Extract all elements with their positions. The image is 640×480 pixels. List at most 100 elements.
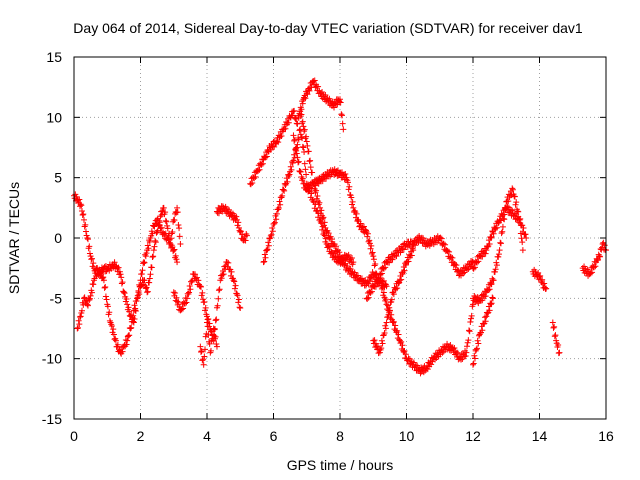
- data-point: [381, 330, 388, 337]
- data-point: [177, 241, 184, 248]
- data-point: [290, 132, 297, 139]
- data-point: [121, 290, 128, 297]
- data-point: [357, 220, 364, 227]
- data-point: [198, 283, 205, 290]
- data-point: [377, 277, 384, 284]
- data-point: [237, 304, 244, 311]
- data-point: [461, 269, 468, 276]
- data-point: [192, 271, 199, 278]
- data-point: [262, 154, 269, 161]
- data-point: [382, 297, 389, 304]
- data-point: [452, 261, 459, 268]
- data-point: [81, 294, 88, 301]
- data-point: [470, 361, 476, 368]
- data-point: [541, 280, 548, 287]
- data-point: [72, 191, 79, 198]
- data-point: [354, 272, 361, 279]
- data-point: [378, 345, 385, 352]
- data-point: [489, 294, 496, 301]
- data-point: [320, 214, 327, 221]
- data-point: [464, 339, 471, 346]
- data-point: [302, 95, 309, 102]
- data-point: [170, 247, 177, 254]
- data-point: [215, 295, 222, 302]
- data-point: [378, 270, 385, 277]
- data-point: [273, 138, 280, 145]
- data-point: [180, 305, 187, 312]
- data-point: [154, 227, 161, 234]
- data-point: [488, 280, 495, 287]
- data-point: [77, 201, 84, 208]
- data-point: [593, 255, 600, 262]
- data-point: [202, 333, 209, 340]
- data-point: [321, 232, 328, 239]
- data-point: [553, 337, 560, 344]
- data-point: [280, 186, 287, 193]
- data-point: [231, 285, 238, 292]
- data-point: [111, 259, 118, 266]
- data-point: [338, 112, 345, 119]
- data-point: [258, 161, 265, 168]
- data-point: [511, 193, 518, 200]
- data-point: [414, 238, 421, 245]
- data-point: [126, 332, 133, 339]
- data-point: [394, 327, 401, 334]
- data-point: [234, 222, 241, 229]
- data-point: [236, 227, 243, 234]
- data-point: [380, 289, 387, 296]
- data-point: [321, 222, 328, 229]
- data-point: [232, 282, 239, 289]
- data-point: [368, 288, 375, 295]
- data-point: [372, 271, 379, 278]
- data-point: [360, 223, 367, 230]
- data-point: [194, 274, 201, 281]
- data-point: [214, 302, 221, 309]
- data-point: [155, 222, 162, 229]
- data-point: [299, 100, 306, 107]
- data-point: [408, 252, 415, 259]
- data-point: [88, 289, 95, 296]
- data-point: [80, 211, 87, 218]
- data-point: [119, 348, 126, 355]
- data-point: [333, 248, 340, 255]
- data-point: [549, 319, 556, 326]
- x-tick-label: 12: [465, 428, 481, 444]
- y-axis-label: SDTVAR / TECUs: [6, 182, 22, 294]
- data-point: [470, 360, 477, 367]
- data-point: [325, 243, 332, 250]
- data-point: [364, 233, 371, 240]
- data-point: [143, 284, 150, 291]
- data-point: [382, 322, 389, 329]
- data-point: [205, 315, 212, 322]
- data-point: [438, 235, 445, 242]
- data-point: [175, 222, 182, 229]
- data-point: [150, 247, 157, 254]
- data-point: [507, 206, 514, 213]
- data-point: [346, 183, 353, 190]
- data-point: [120, 289, 127, 296]
- data-point: [490, 277, 497, 284]
- data-point: [278, 133, 285, 140]
- data-point: [286, 171, 293, 178]
- data-point: [277, 201, 284, 208]
- data-point: [98, 269, 105, 276]
- data-point: [350, 259, 357, 266]
- data-point: [395, 280, 402, 287]
- data-point: [213, 343, 220, 350]
- data-point: [236, 304, 243, 311]
- data-point: [305, 188, 312, 195]
- data-point: [306, 158, 313, 165]
- data-point: [198, 348, 205, 355]
- data-point: [102, 293, 109, 300]
- data-point: [204, 323, 211, 330]
- data-point: [482, 250, 489, 257]
- y-tick-label: -5: [50, 290, 63, 306]
- data-point: [555, 342, 562, 349]
- data-point: [385, 311, 392, 318]
- data-point: [319, 89, 326, 96]
- data-point: [138, 270, 145, 277]
- data-point: [487, 234, 494, 241]
- data-point: [466, 328, 473, 335]
- data-point: [501, 216, 508, 223]
- data-point: [366, 237, 373, 244]
